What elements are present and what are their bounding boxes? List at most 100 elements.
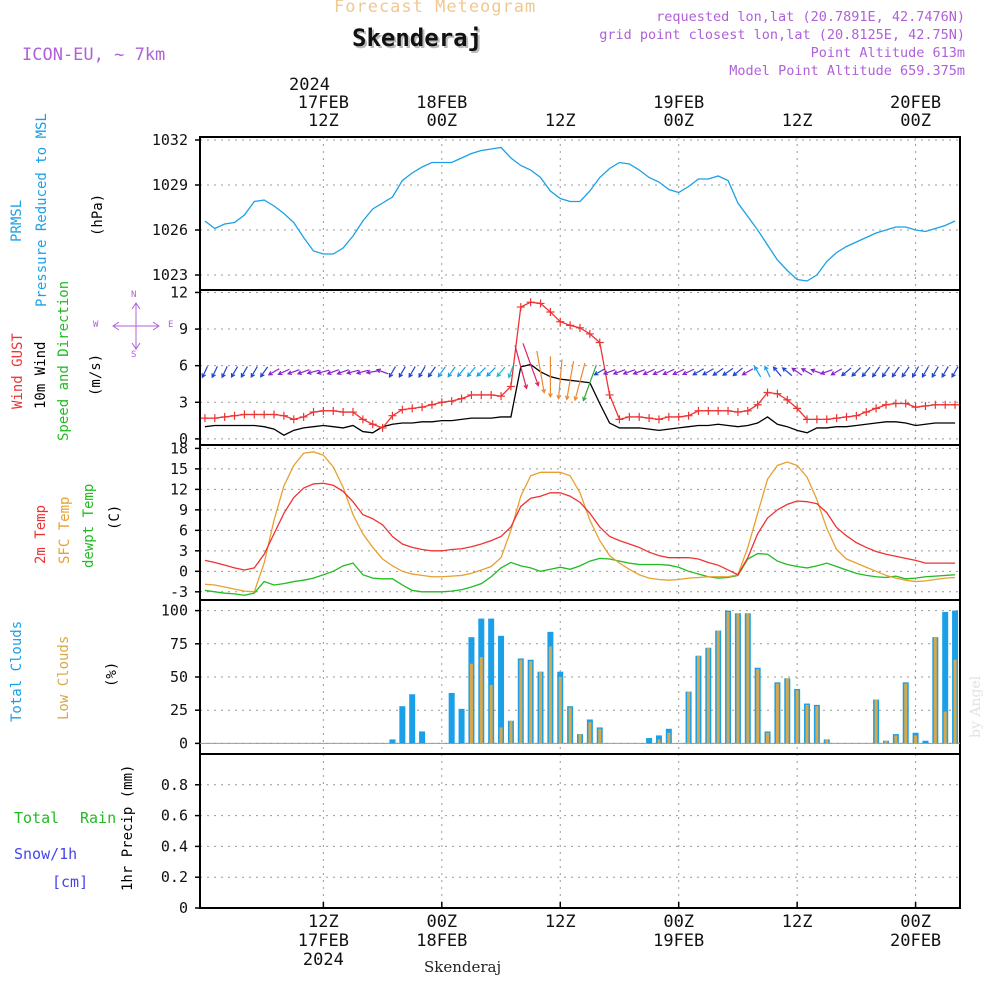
- bottom-date-label: 17FEB: [297, 931, 349, 951]
- compass-west: W: [93, 320, 99, 330]
- wind-arrow: [230, 366, 239, 379]
- low-cloud-bar: [479, 657, 483, 744]
- bottom-date-label: 19FEB: [653, 931, 705, 951]
- panel-1-frame: [199, 289, 961, 446]
- bottom-hour-label: 12Z: [781, 912, 813, 932]
- low-cloud-bar: [588, 722, 592, 744]
- panel-0-frame: [199, 136, 961, 291]
- wind-gust-marker: [585, 329, 594, 338]
- wind-gust-marker: [664, 412, 673, 421]
- top-date-label: 19FEB: [653, 93, 705, 113]
- wind-gust-marker: [852, 411, 861, 420]
- wind-arrow: [507, 365, 514, 379]
- wind-gust-marker: [250, 410, 259, 419]
- low-cloud-bar: [943, 711, 947, 744]
- wind-arrow: [764, 365, 771, 378]
- wind-gust-marker: [467, 390, 476, 399]
- y-tick-label: 1026: [152, 221, 188, 239]
- y-tick-label: 25: [170, 701, 188, 719]
- wind-arrow: [437, 366, 446, 378]
- wind-arrow: [514, 345, 529, 390]
- wind-gust-marker: [487, 390, 496, 399]
- y-tick-label: 1032: [152, 131, 188, 149]
- wind-gust-marker: [457, 394, 466, 403]
- wind-gust-marker: [497, 392, 506, 401]
- model-point-altitude: Model Point Altitude 659.375m: [729, 63, 965, 79]
- wind-gust-marker: [743, 406, 752, 415]
- y-tick-label: 0: [179, 899, 188, 917]
- low-cloud-bar: [558, 677, 562, 744]
- top-hour-label: 12Z: [544, 111, 576, 131]
- wind-arrow: [800, 368, 813, 376]
- low-cloud-bar: [667, 732, 671, 744]
- low-cloud-bar: [706, 647, 710, 744]
- wind-gust-marker: [773, 389, 782, 398]
- requested-coords: requested lon,lat (20.7891E, 42.7476N): [656, 9, 965, 25]
- wind-arrow: [692, 368, 704, 376]
- wind-gust-marker: [674, 412, 683, 421]
- y-tick-label: 12: [170, 480, 188, 498]
- wind-gust-marker: [437, 398, 446, 407]
- bottom-hour-label: 12Z: [544, 912, 576, 932]
- bottom-hour-label: 12Z: [308, 912, 339, 932]
- y-tick-label: 3: [179, 542, 188, 560]
- y-tick-label: 0: [179, 430, 188, 448]
- wind-arrow: [732, 367, 743, 377]
- pressure-line: [204, 146, 956, 282]
- wind-gust-marker: [704, 406, 713, 415]
- low-cloud-bar: [499, 727, 503, 744]
- low-cloud-bar: [756, 669, 760, 744]
- y-tick-label: 0: [179, 562, 188, 580]
- wind-gust-marker: [378, 423, 387, 432]
- wind-gust-marker: [724, 406, 733, 415]
- wind-gust-marker: [506, 382, 515, 391]
- wind-arrow: [593, 368, 606, 376]
- t2m-line: [204, 482, 956, 576]
- wind-arrow: [881, 366, 890, 378]
- wind-arrow: [547, 356, 553, 399]
- y-tick-label: 100: [161, 602, 188, 620]
- wind-arrow: [911, 366, 920, 379]
- bottom-hour-label: 00Z: [663, 912, 695, 932]
- wind-gust-marker: [793, 404, 802, 413]
- wind-arrow: [931, 366, 939, 379]
- panel-1-grid: 0 3 6 9 12: [170, 283, 960, 448]
- low-cloud-bar: [815, 706, 819, 744]
- wind-arrow: [901, 366, 910, 378]
- compass-south: S: [131, 350, 137, 360]
- wind-arrow: [851, 367, 862, 377]
- wind-arrow: [564, 361, 575, 401]
- compass-east: E: [168, 320, 174, 330]
- wind-gust-marker: [348, 408, 357, 417]
- wind-gust-marker: [576, 323, 584, 332]
- wind-arrows: [201, 343, 959, 402]
- wind-gust-marker: [200, 414, 209, 423]
- low-cloud-bar: [489, 684, 493, 744]
- wind-gust-marker: [398, 405, 407, 414]
- wind-arrow: [642, 368, 655, 376]
- wind-arrow: [306, 369, 320, 375]
- y-tick-label: 50: [170, 668, 188, 686]
- low-cloud-bar: [469, 663, 473, 744]
- wind-arrow: [250, 366, 258, 379]
- wind-gust-marker: [339, 408, 348, 417]
- wind-gust-marker: [645, 414, 654, 423]
- total-cloud-bar: [458, 708, 465, 744]
- low-cloud-bar: [687, 691, 691, 744]
- total-cloud-bar: [399, 706, 406, 744]
- wind-gust-marker: [812, 415, 821, 424]
- wind-arrow: [522, 343, 540, 387]
- wind-gust-marker: [477, 390, 486, 399]
- y-tick-label: 75: [170, 635, 188, 653]
- location-title: Skenderaj: [352, 24, 483, 52]
- bottom-date-label: 20FEB: [889, 931, 942, 951]
- wind-arrow: [819, 369, 833, 376]
- wind-arrow: [791, 367, 803, 376]
- wind-arrow: [612, 369, 626, 376]
- wind-gust-marker: [635, 412, 644, 421]
- sfc-temp-line: [204, 451, 956, 593]
- main-title: Forecast Meteogram: [334, 0, 537, 17]
- cloud-bars: [200, 610, 960, 744]
- low-cloud-bar: [805, 704, 809, 744]
- y-tick-label: 18: [170, 439, 188, 457]
